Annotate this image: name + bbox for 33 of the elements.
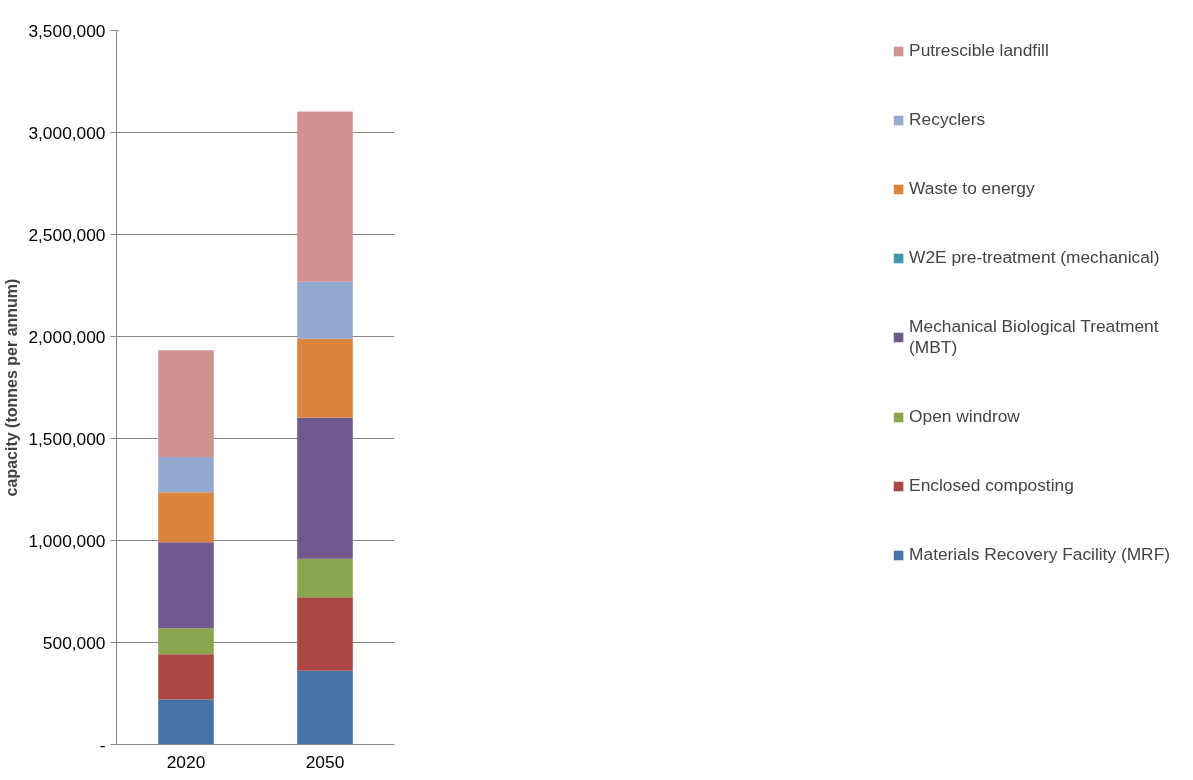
y-tick-label: - [99, 734, 106, 755]
bar [297, 338, 353, 418]
y-tick-label: 500,000 [42, 632, 106, 653]
y-tick-label: 3,500,000 [28, 20, 106, 41]
y-axis-title: capacity (tonnes per annum) [3, 278, 21, 497]
bar [158, 457, 214, 493]
legend-label: Enclosed composting [909, 475, 1074, 496]
bar [297, 558, 353, 598]
x-tick-label: 2050 [305, 751, 345, 772]
legend-label: Materials Recovery Facility (MRF) [909, 544, 1170, 565]
y-tick-label: 1,500,000 [28, 428, 106, 449]
y-tick-label: 1,000,000 [28, 530, 106, 551]
legend-label: Putrescible landfill [909, 40, 1049, 61]
y-tick-label: 2,500,000 [28, 224, 106, 245]
bar [297, 417, 353, 559]
legend-label: Waste to energy [909, 178, 1035, 199]
bar [158, 654, 214, 700]
bar [158, 699, 214, 745]
bar [297, 111, 353, 282]
bar [297, 281, 353, 339]
x-tick-label: 2020 [166, 751, 206, 772]
y-tick-label: 2,000,000 [28, 326, 106, 347]
bar [297, 597, 353, 671]
legend-label: Recyclers [909, 109, 986, 130]
bar [158, 492, 214, 543]
y-tick-label: 3,000,000 [28, 122, 106, 143]
legend-label: Open windrow [909, 406, 1020, 427]
bar [158, 542, 214, 629]
bar [297, 670, 353, 745]
legend-label: W2E pre-treatment (mechanical) [909, 247, 1160, 268]
bar [158, 628, 214, 655]
legend-label: Mechanical Biological Treatment (MBT) [909, 316, 1159, 358]
bar [158, 350, 214, 458]
